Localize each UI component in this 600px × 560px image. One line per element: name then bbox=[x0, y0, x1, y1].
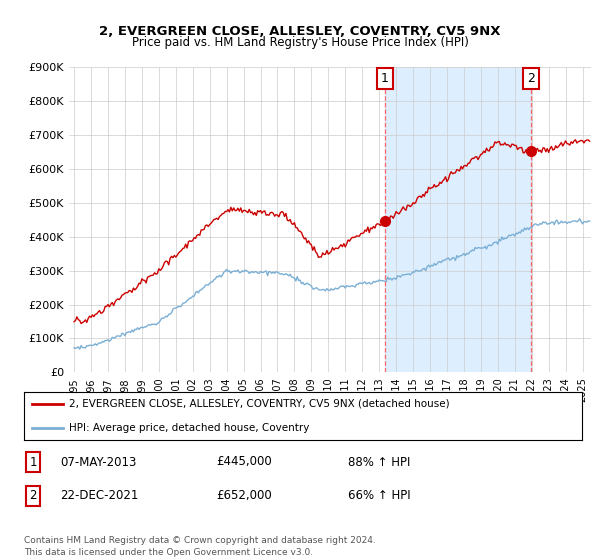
Text: 66% ↑ HPI: 66% ↑ HPI bbox=[348, 489, 410, 502]
Text: Price paid vs. HM Land Registry's House Price Index (HPI): Price paid vs. HM Land Registry's House … bbox=[131, 36, 469, 49]
Text: 2, EVERGREEN CLOSE, ALLESLEY, COVENTRY, CV5 9NX: 2, EVERGREEN CLOSE, ALLESLEY, COVENTRY, … bbox=[99, 25, 501, 38]
Text: £652,000: £652,000 bbox=[216, 489, 272, 502]
Text: 07-MAY-2013: 07-MAY-2013 bbox=[60, 455, 136, 469]
Text: £445,000: £445,000 bbox=[216, 455, 272, 469]
Text: 1: 1 bbox=[381, 72, 389, 85]
Text: 22-DEC-2021: 22-DEC-2021 bbox=[60, 489, 139, 502]
Text: HPI: Average price, detached house, Coventry: HPI: Average price, detached house, Cove… bbox=[68, 423, 309, 433]
Text: 2: 2 bbox=[527, 72, 535, 85]
Text: 88% ↑ HPI: 88% ↑ HPI bbox=[348, 455, 410, 469]
Text: Contains HM Land Registry data © Crown copyright and database right 2024.
This d: Contains HM Land Registry data © Crown c… bbox=[24, 536, 376, 557]
Text: 2, EVERGREEN CLOSE, ALLESLEY, COVENTRY, CV5 9NX (detached house): 2, EVERGREEN CLOSE, ALLESLEY, COVENTRY, … bbox=[68, 399, 449, 409]
Bar bbox=[385, 67, 531, 372]
Text: 1: 1 bbox=[29, 455, 37, 469]
Text: 2: 2 bbox=[29, 489, 37, 502]
